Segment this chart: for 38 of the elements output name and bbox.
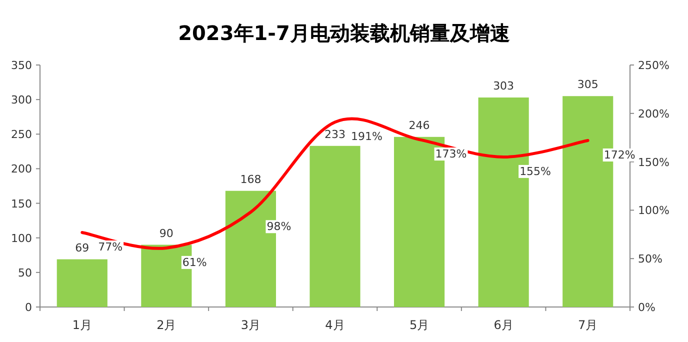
data-label: 61% [182,256,207,269]
y-tick-label: 250 [11,128,32,142]
y-tick-label: 350 [11,59,32,72]
x-tick-label: 3月 [240,318,261,332]
y2-tick-label: 50% [638,252,662,266]
y2-tick-label: 0% [638,301,656,314]
x-tick-label: 2月 [156,318,176,332]
data-label: 90 [159,226,174,240]
data-label: 172% [604,148,636,162]
y-tick-label: 300 [11,94,32,107]
data-label: 168 [240,172,262,186]
x-tick-label: 4月 [325,318,345,332]
y-tick-label: 200 [11,162,32,176]
data-label: 173% [435,148,467,161]
bar [56,259,108,307]
data-label: 69 [75,241,90,254]
data-label: 98% [266,220,292,234]
y2-tick-label: 200% [638,107,670,120]
data-label: 77% [98,240,123,254]
y2-tick-label: 100% [638,204,670,218]
x-tick-label: 5月 [409,318,430,332]
data-label: 305 [577,78,598,92]
data-label: 246 [408,118,430,132]
y2-tick-label: 150% [638,156,670,169]
data-label: 191% [351,130,382,144]
y-tick-label: 150 [11,197,32,210]
chart-title: 2023年1-7月电动装载机销量及增速 [178,21,510,45]
x-tick-label: 6月 [494,318,514,332]
y-tick-label: 0 [25,301,32,314]
y2-tick-label: 250% [638,59,670,72]
y-tick-label: 50 [18,266,32,280]
data-label: 155% [520,164,552,178]
data-label: 233 [324,128,346,141]
bar [310,146,360,307]
data-label: 303 [493,79,514,92]
x-tick-label: 1月 [72,318,92,332]
x-tick-label: 7月 [578,318,598,332]
y-tick-label: 100 [11,232,32,245]
